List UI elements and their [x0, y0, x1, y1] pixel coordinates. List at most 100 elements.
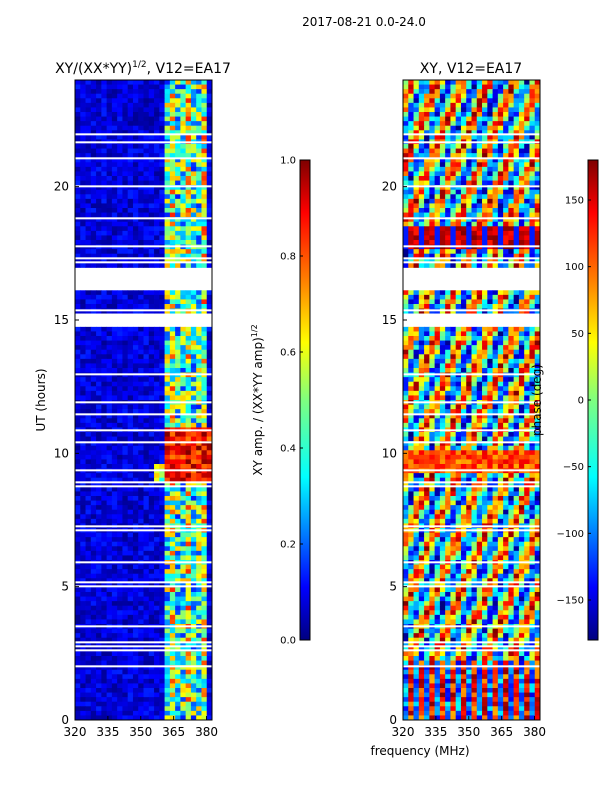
- heatmap-cell: [201, 706, 208, 712]
- heatmap-cell: [175, 505, 181, 511]
- heatmap-cell: [101, 203, 108, 209]
- heatmap-cell: [143, 633, 150, 639]
- heatmap-cell: [111, 596, 118, 602]
- heatmap-cell: [450, 98, 457, 104]
- heatmap-cell: [90, 84, 97, 90]
- heatmap-cell: [175, 573, 181, 579]
- heatmap-cell: [111, 601, 118, 607]
- heatmap-cell: [80, 674, 86, 680]
- heatmap-cell: [455, 166, 462, 172]
- heatmap-cell: [190, 436, 197, 442]
- heatmap-cell: [164, 217, 171, 223]
- heatmap-cell: [159, 208, 165, 213]
- heatmap-cell: [127, 509, 134, 515]
- heatmap-cell: [80, 587, 86, 593]
- phase-panel-title: XY, V12=EA17: [420, 61, 522, 77]
- heatmap-cell: [90, 610, 97, 616]
- heatmap-cell: [127, 354, 134, 360]
- heatmap-cell: [127, 596, 134, 602]
- heatmap-cell: [132, 518, 139, 524]
- heatmap-cell: [127, 166, 134, 172]
- heatmap-cell: [492, 171, 499, 177]
- heatmap-cell: [180, 614, 187, 620]
- heatmap-cell: [497, 157, 504, 163]
- heatmap-cell: [466, 258, 472, 264]
- heatmap-cell: [403, 294, 409, 300]
- heatmap-cell: [164, 587, 171, 593]
- heatmap-cell: [117, 368, 123, 373]
- heatmap-cell: [429, 358, 436, 364]
- heatmap-cell: [127, 592, 134, 597]
- heatmap-cell: [529, 217, 536, 223]
- heatmap-cell: [508, 93, 515, 99]
- heatmap-cell: [429, 125, 436, 131]
- heatmap-cell: [403, 349, 409, 355]
- heatmap-cell: [101, 592, 108, 597]
- flagged-row: [75, 257, 212, 260]
- heatmap-cell: [122, 121, 129, 127]
- heatmap-cell: [513, 203, 520, 209]
- heatmap-cell: [90, 326, 97, 332]
- heatmap-cell: [85, 125, 92, 131]
- heatmap-cell: [106, 354, 113, 360]
- heatmap-cell: [175, 98, 181, 104]
- heatmap-cell: [169, 221, 176, 227]
- heatmap-cell: [201, 80, 208, 85]
- heatmap-cell: [476, 157, 483, 163]
- heatmap-cell: [497, 80, 504, 85]
- heatmap-cell: [111, 532, 118, 538]
- heatmap-cell: [122, 656, 129, 661]
- heatmap-cell: [132, 450, 139, 456]
- heatmap-cell: [154, 564, 160, 570]
- heatmap-cell: [143, 688, 150, 693]
- heatmap-cell: [148, 390, 155, 396]
- heatmap-cell: [185, 418, 192, 424]
- heatmap-cell: [132, 564, 139, 570]
- heatmap-cell: [148, 258, 155, 264]
- heatmap-cell: [80, 532, 86, 538]
- heatmap-cell: [529, 148, 536, 154]
- heatmap-cell: [175, 171, 181, 177]
- heatmap-cell: [513, 153, 520, 159]
- heatmap-cell: [201, 665, 208, 671]
- heatmap-cell: [90, 441, 97, 447]
- heatmap-cell: [445, 107, 451, 113]
- heatmap-cell: [127, 208, 134, 213]
- heatmap-cell: [524, 240, 530, 245]
- heatmap-cell: [175, 185, 181, 191]
- heatmap-cell: [455, 336, 462, 341]
- heatmap-cell: [159, 235, 165, 241]
- heatmap-cell: [138, 518, 144, 524]
- heatmap-cell: [196, 368, 202, 373]
- heatmap-cell: [75, 121, 81, 127]
- heatmap-cell: [455, 345, 462, 351]
- heatmap-cell: [117, 185, 123, 191]
- heatmap-cell: [101, 715, 108, 721]
- heatmap-cell: [471, 134, 478, 140]
- heatmap-cell: [159, 80, 165, 85]
- heatmap-cell: [154, 144, 160, 149]
- heatmap-cell: [487, 240, 493, 245]
- heatmap-cell: [529, 80, 536, 85]
- heatmap-cell: [413, 144, 420, 149]
- heatmap-cell: [206, 651, 213, 657]
- heatmap-cell: [96, 89, 102, 95]
- heatmap-cell: [164, 578, 171, 584]
- heatmap-cell: [127, 656, 134, 661]
- heatmap-cell: [418, 294, 425, 300]
- heatmap-cell: [482, 336, 488, 341]
- heatmap-cell: [408, 194, 414, 200]
- heatmap-cell: [148, 153, 155, 159]
- heatmap-cell: [460, 157, 467, 163]
- heatmap-cell: [96, 509, 102, 515]
- heatmap-cell: [518, 336, 525, 341]
- heatmap-cell: [529, 299, 536, 305]
- heatmap-cell: [206, 537, 213, 543]
- heatmap-cell: [85, 710, 92, 716]
- heatmap-cell: [534, 258, 541, 264]
- heatmap-cell: [101, 345, 108, 351]
- heatmap-cell: [127, 226, 134, 232]
- heatmap-cell: [154, 500, 160, 506]
- heatmap-cell: [185, 331, 192, 337]
- heatmap-cell: [154, 486, 160, 492]
